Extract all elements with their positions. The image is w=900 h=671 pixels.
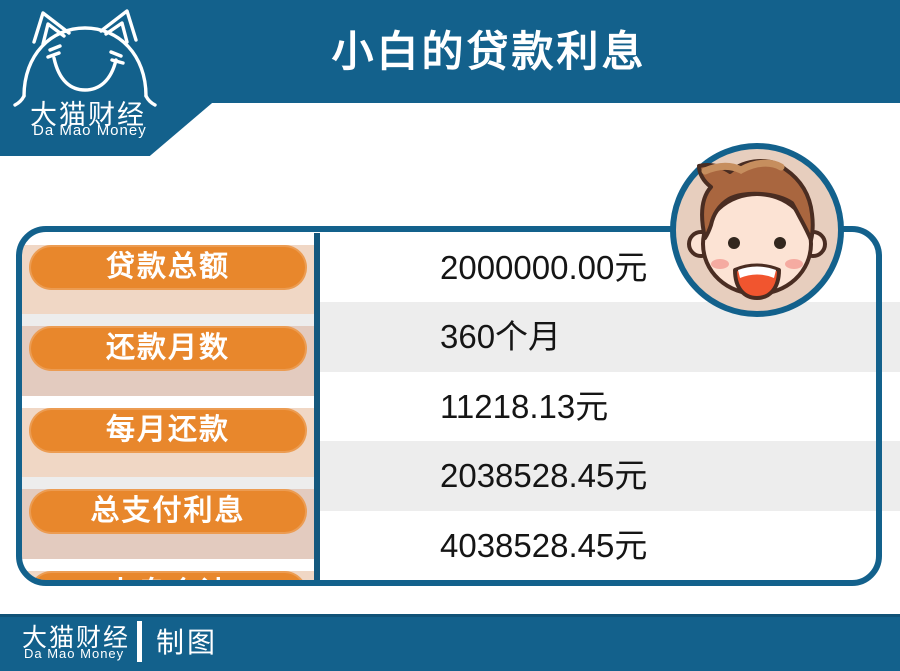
row-value: 360个月 (440, 318, 562, 356)
footer-divider (137, 621, 142, 662)
column-divider (314, 233, 320, 580)
label-pill: 还款月数 (29, 326, 307, 372)
label-row: 总支付利息 (22, 489, 314, 559)
cat-logo-icon (13, 9, 157, 107)
row-value: 4038528.45元 (440, 526, 648, 564)
row-value: 11218.13元 (440, 387, 609, 425)
label-pill: 总支付利息 (29, 489, 307, 535)
table-labels: 贷款总额 还款月数 每月还款 总支付利息 本息合计 (22, 233, 314, 580)
page-title: 小白的贷款利息 (331, 28, 647, 75)
row-value: 2038528.45元 (440, 457, 648, 495)
smiling-man-avatar-icon (670, 143, 844, 317)
footer-credit-label: 制图 (156, 627, 219, 658)
label-row: 还款月数 (22, 326, 314, 396)
label-pill: 贷款总额 (29, 245, 307, 290)
label-pill: 每月还款 (29, 407, 307, 453)
label-pill: 本息合计 (29, 570, 307, 580)
brand-name-cn: 大猫财经 (30, 100, 146, 130)
brand-name-en: Da Mao Money (33, 122, 147, 139)
label-row: 每月还款 (22, 407, 314, 478)
row-value: 2000000.00元 (440, 249, 648, 286)
footer-brand-cn: 大猫财经 (22, 624, 131, 652)
label-row: 贷款总额 (22, 245, 314, 315)
footer-brand-en: Da Mao Money (24, 646, 125, 661)
label-row: 本息合计 (22, 570, 314, 580)
footer-bar (0, 614, 900, 671)
